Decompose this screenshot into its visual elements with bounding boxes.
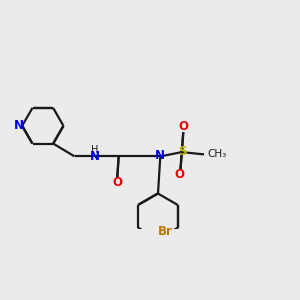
Text: S: S <box>178 145 187 158</box>
Text: Br: Br <box>158 225 172 238</box>
Text: O: O <box>112 176 122 190</box>
Text: O: O <box>175 169 185 182</box>
Text: N: N <box>14 119 24 132</box>
Text: H: H <box>92 145 99 155</box>
Text: N: N <box>155 149 165 162</box>
Text: N: N <box>90 150 100 163</box>
Text: CH₃: CH₃ <box>208 149 227 159</box>
Text: O: O <box>179 120 189 134</box>
